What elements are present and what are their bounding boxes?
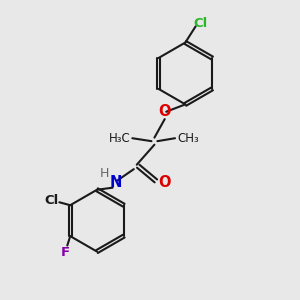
Text: O: O bbox=[158, 176, 170, 190]
Text: CH₃: CH₃ bbox=[177, 132, 199, 145]
Text: N: N bbox=[110, 175, 122, 190]
Text: F: F bbox=[61, 246, 70, 259]
Text: H₃C: H₃C bbox=[109, 132, 130, 145]
Text: O: O bbox=[158, 104, 171, 119]
Text: Cl: Cl bbox=[194, 17, 208, 30]
Text: Cl: Cl bbox=[44, 194, 58, 207]
Text: H: H bbox=[100, 167, 109, 180]
